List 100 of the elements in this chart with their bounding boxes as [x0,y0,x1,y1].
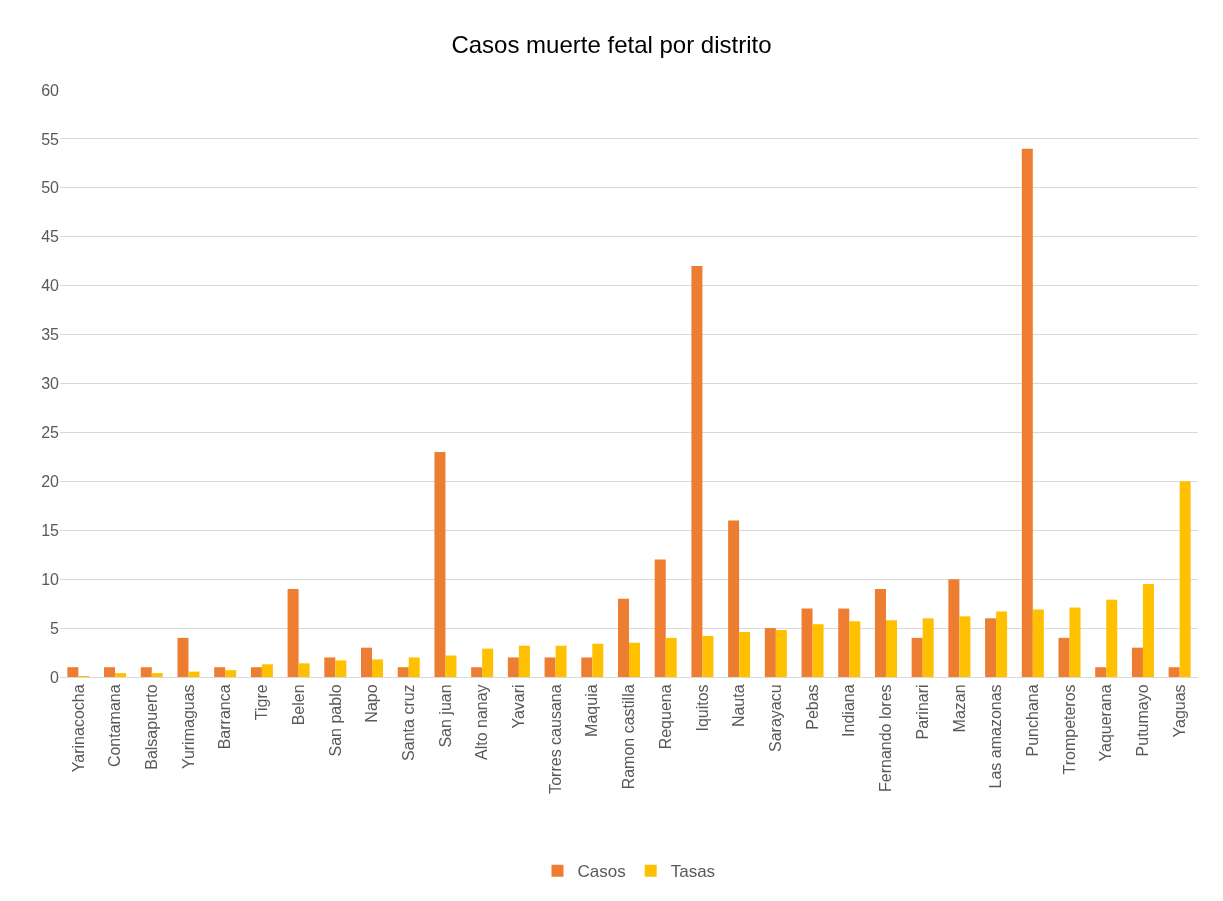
x-tick-label: Mazan [950,684,968,733]
bar [874,588,886,677]
legend-label: Casos [577,862,626,882]
bar [408,657,420,677]
bar [739,632,751,677]
bar [959,616,971,677]
bar [104,667,116,677]
x-tick-label: Belen [289,684,307,726]
bar [691,266,703,677]
y-tick-label: 60 [41,81,60,99]
bar [151,673,163,677]
bar [985,618,997,677]
x-tick-label: Iquitos [693,684,711,732]
y-tick-label: 15 [41,521,60,539]
bar [1131,647,1143,677]
bar [298,663,310,677]
x-tick-label: Pebas [803,684,821,730]
bar [1179,481,1191,677]
x-tick-label: Yurimaguas [179,684,197,769]
bar [1168,667,1180,677]
x-tick-label: Yavari [510,684,528,729]
bar [261,664,273,677]
bar [177,637,189,677]
bar [592,643,604,677]
x-tick-label: Napo [363,684,381,723]
bar [654,559,666,677]
bar [518,645,530,677]
x-tick-label: Trompeteros [1060,684,1078,775]
x-tick-label: Tigre [253,684,271,721]
bar [922,618,934,677]
bar [1142,584,1154,677]
x-tick-label: Maquia [583,684,601,737]
bar [764,628,776,677]
bar [287,588,299,677]
y-tick-label: 40 [41,277,60,295]
bar [885,620,897,677]
bar [775,630,787,677]
y-tick-label: 25 [41,424,60,442]
bar [801,608,813,677]
bar [555,645,567,677]
bar [617,598,629,677]
bar [812,624,824,677]
y-tick-label: 20 [41,472,60,490]
x-tick-label: Nauta [730,684,748,728]
bar [728,520,740,677]
bar [67,667,79,677]
x-tick-label: Yaguas [1170,684,1188,738]
x-tick-label: Alto nanay [473,684,491,761]
x-tick-label: Balsapuerto [142,684,160,770]
x-tick-label: Barranca [216,684,234,750]
x-tick-label: Santa cruz [399,684,417,761]
x-tick-label: San juan [436,684,454,748]
x-tick-label: Parinari [913,684,931,740]
bar [482,648,494,677]
bar [445,655,457,677]
bar [581,657,593,677]
bar [324,657,336,677]
x-tick-label: Contamana [106,684,124,768]
x-tick-label: Yaquerana [1097,684,1115,762]
y-tick-label: 55 [41,130,60,148]
y-tick-label: 45 [41,228,60,246]
bar [1069,607,1081,677]
bar [1032,609,1044,677]
bar [434,451,446,677]
y-tick-label: 5 [50,619,60,637]
bar [115,673,127,677]
bar [996,611,1008,677]
bar [629,642,641,677]
y-tick-label: 30 [41,375,60,393]
x-tick-label: Yarinacocha [69,684,87,773]
x-tick-label: Requena [656,684,674,750]
bar [1106,599,1118,677]
x-tick-label: Sarayacu [767,684,785,752]
bar [471,667,483,677]
x-tick-label: Torres causana [546,684,564,794]
x-tick-label: Punchana [1024,684,1042,757]
bar [372,659,384,677]
x-tick-label: San pablo [326,684,344,757]
bar [335,660,347,677]
bar [911,637,923,677]
bar [1095,667,1107,677]
chart-title: Casos muerte fetal por distrito [451,30,772,58]
y-tick-label: 0 [50,668,60,686]
bar [665,637,677,677]
y-tick-label: 35 [41,326,60,344]
bar [1058,637,1070,677]
bar [849,621,861,677]
x-tick-label: Ramon castilla [620,684,638,790]
bar [948,579,960,677]
bar [507,657,519,677]
bar [544,657,556,677]
bar [188,671,200,677]
x-tick-label: Putumayo [1134,684,1152,757]
bar [361,647,373,677]
bar [140,667,152,677]
bar [250,667,262,677]
bar [397,667,409,677]
x-tick-label: Indiana [840,684,858,737]
x-tick-label: Fernando lores [877,684,895,793]
bar [225,670,237,677]
